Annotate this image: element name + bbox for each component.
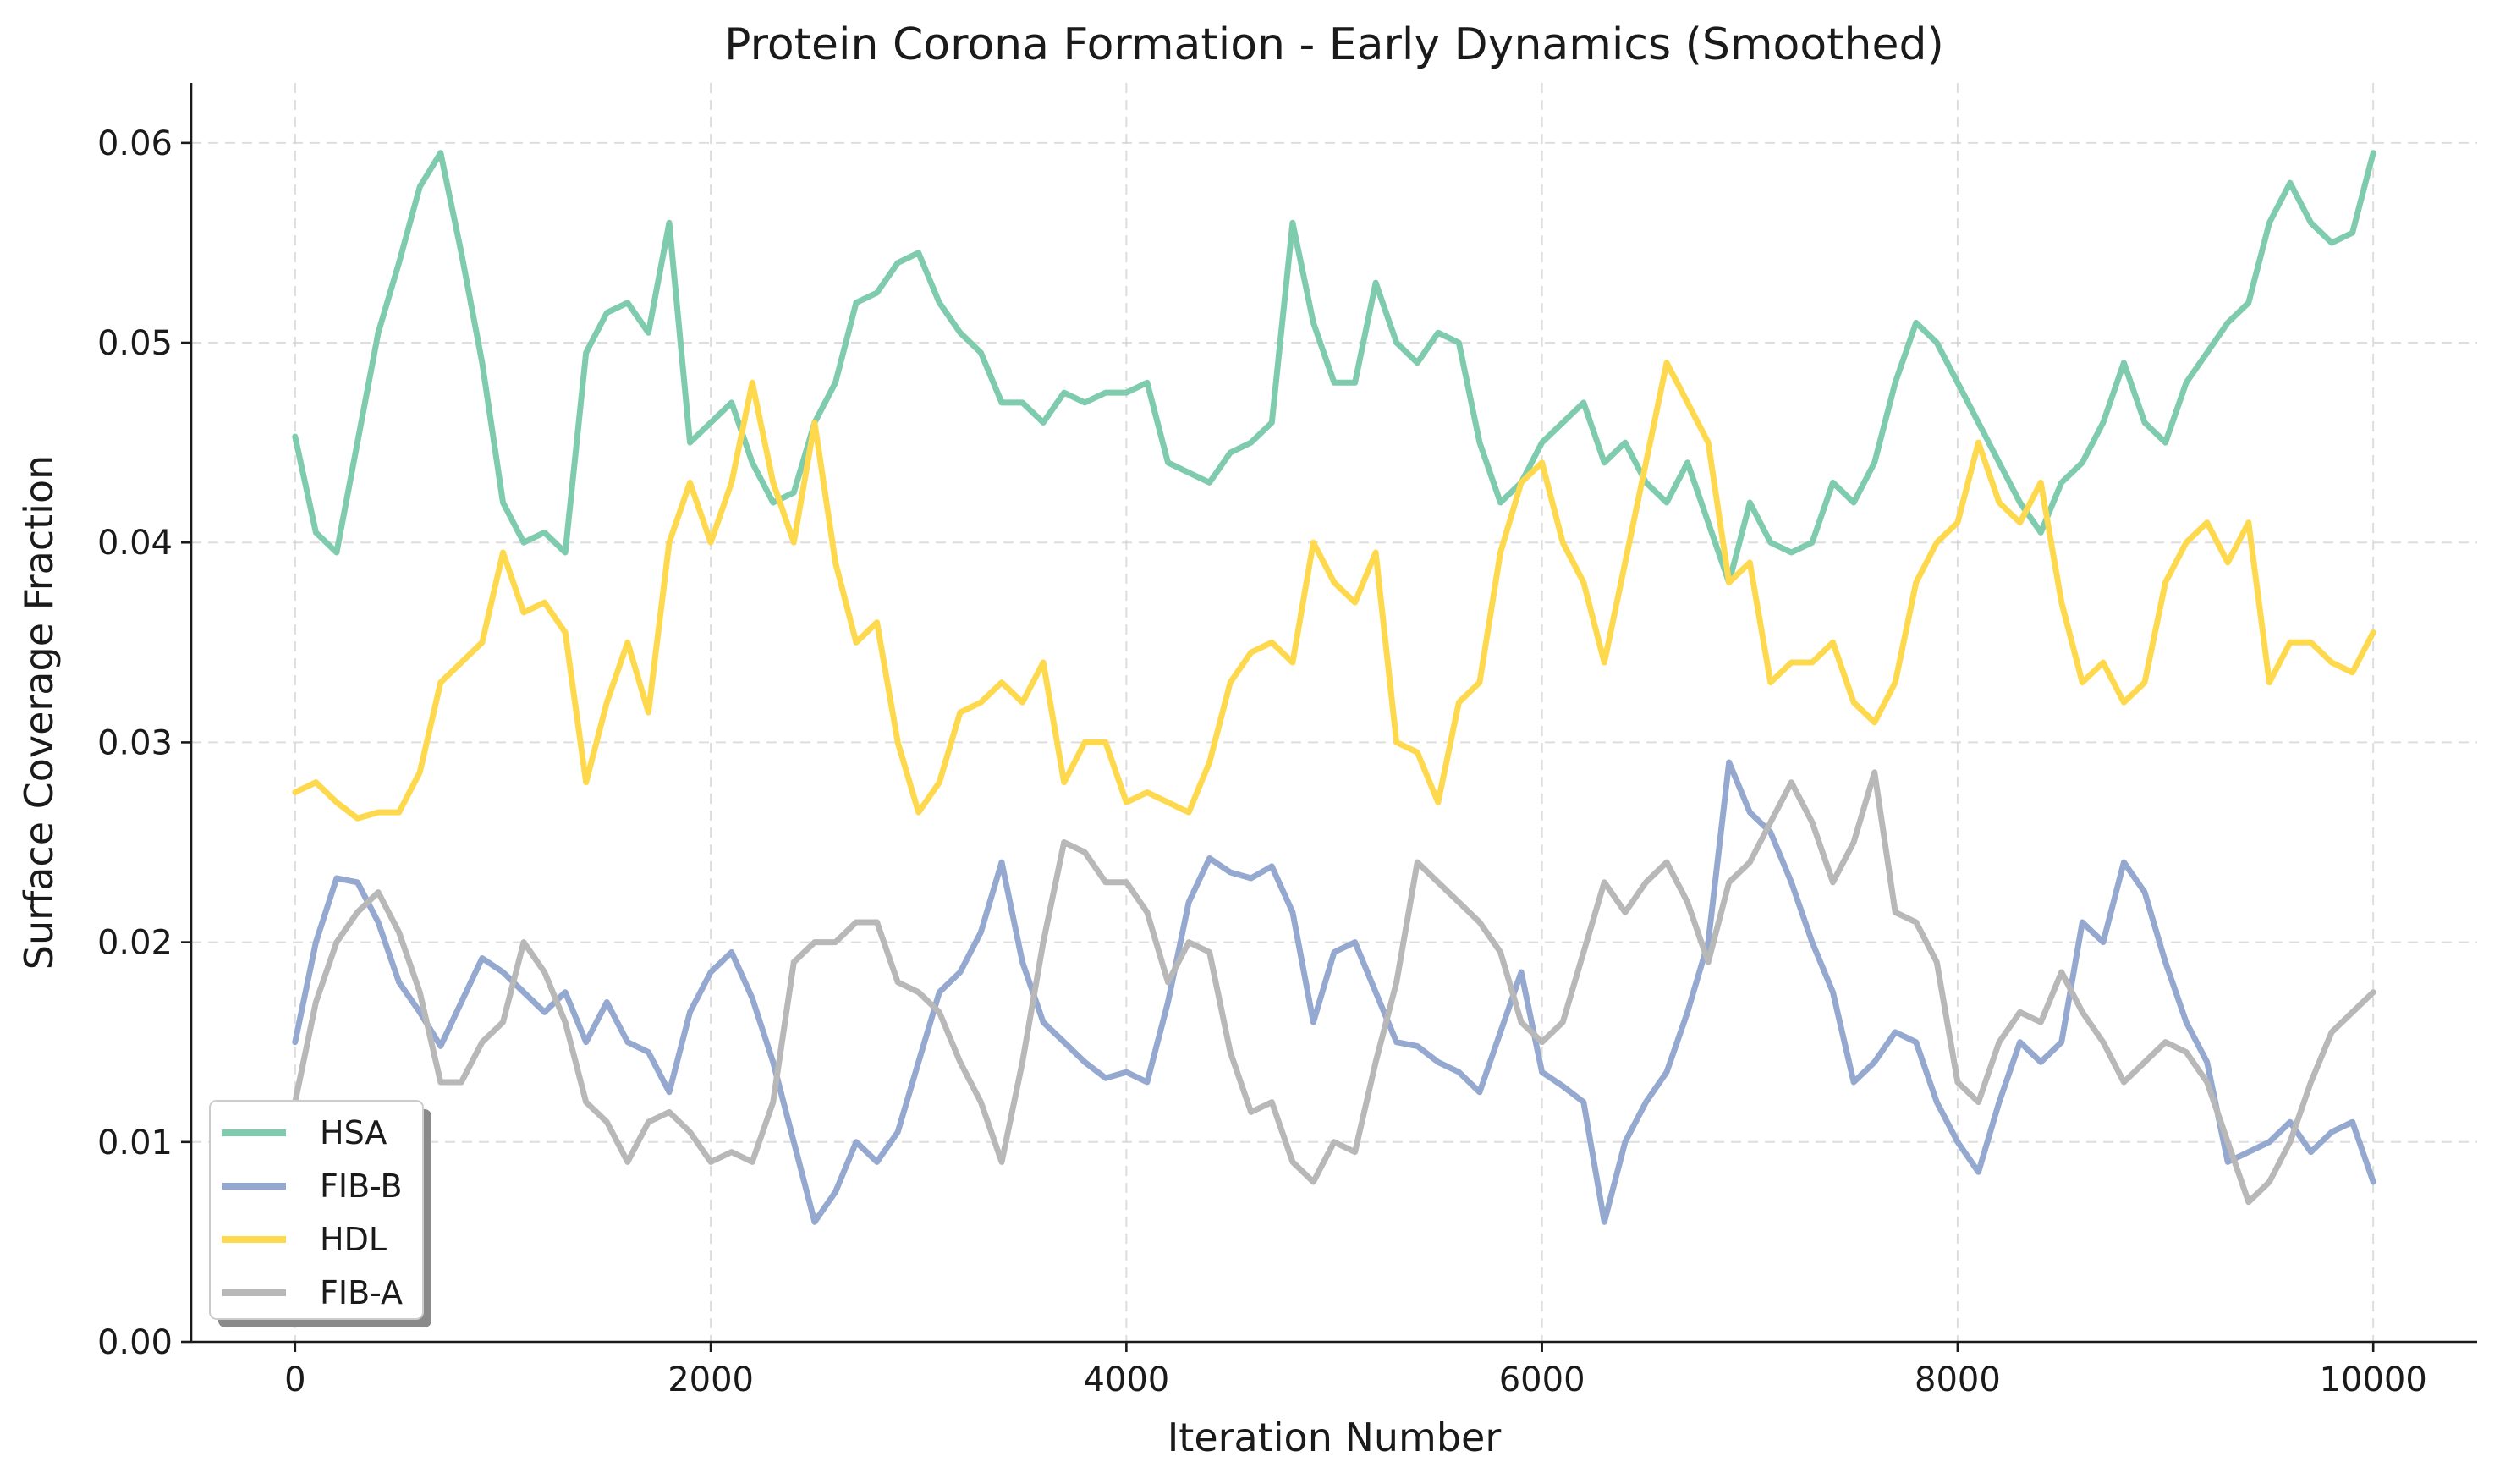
series-layer [292, 150, 2376, 1225]
y-tick-label: 0.04 [97, 524, 173, 563]
axes [190, 83, 2477, 1344]
x-ticks: 0 2000 4000 6000 8000 10000 [284, 1342, 2427, 1399]
x-tick-label: 6000 [1499, 1360, 1585, 1399]
y-tick-label: 0.01 [97, 1124, 173, 1162]
y-tick-label: 0.00 [97, 1323, 173, 1362]
legend-label-fib-a: FIB-A [320, 1274, 403, 1311]
series-line-hdl [292, 360, 2376, 822]
y-tick-label: 0.05 [97, 324, 173, 363]
x-tick-label: 8000 [1915, 1360, 2001, 1399]
chart-title: Protein Corona Formation - Early Dynamic… [724, 19, 1944, 70]
legend-label-hdl: HDL [320, 1221, 387, 1258]
x-tick-label: 4000 [1083, 1360, 1169, 1399]
y-ticks: 0.00 0.01 0.02 0.03 0.04 0.05 0.06 [97, 124, 191, 1362]
x-tick-label: 0 [284, 1360, 305, 1399]
legend: HSA FIB-B HDL FIB-A [209, 1100, 431, 1327]
grid-lines [191, 83, 2477, 1342]
y-tick-label: 0.02 [97, 924, 173, 963]
y-axis-label: Surface Coverage Fraction [16, 455, 62, 970]
legend-label-hsa: HSA [320, 1114, 387, 1151]
legend-label-fib-b: FIB-B [320, 1168, 403, 1205]
legend-box [209, 1100, 424, 1320]
x-tick-label: 10000 [2320, 1360, 2427, 1399]
y-tick-label: 0.06 [97, 124, 173, 163]
x-axis-label: Iteration Number [1168, 1415, 1502, 1460]
y-tick-label: 0.03 [97, 723, 173, 762]
legend-items: HSA FIB-B HDL FIB-A [222, 1114, 403, 1311]
x-tick-label: 2000 [668, 1360, 754, 1399]
series-line-fib-b [292, 759, 2376, 1225]
series-line-fib-a [292, 769, 2376, 1206]
